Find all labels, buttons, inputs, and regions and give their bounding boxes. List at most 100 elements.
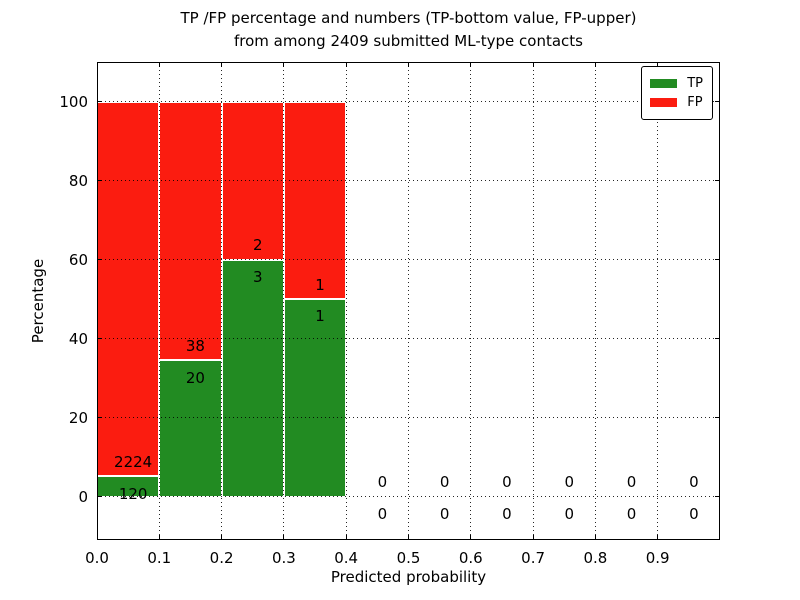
fp-count-label: 0 <box>439 473 450 492</box>
y-tick-mark <box>97 180 102 181</box>
x-tick-label: 0.6 <box>458 549 483 567</box>
x-tick-mark <box>96 62 98 67</box>
x-tick-mark <box>345 62 347 67</box>
x-tick-mark <box>594 535 596 540</box>
y-tick-mark <box>97 496 102 498</box>
h-gridline <box>97 101 720 102</box>
x-tick-label: 0.3 <box>271 549 296 567</box>
h-gridline <box>97 338 720 340</box>
fp-legend-label: FP <box>687 95 703 110</box>
tp-legend-swatch <box>650 79 678 88</box>
fp-count-label: 38 <box>185 336 205 355</box>
x-tick-label: 0.7 <box>521 549 546 567</box>
x-tick-label: 0.0 <box>85 549 109 567</box>
fp-legend-swatch <box>650 98 678 107</box>
x-tick-mark <box>283 535 285 540</box>
y-tick-mark <box>715 496 720 498</box>
legend-entry-fp: FP <box>650 94 703 111</box>
grid-layer <box>97 62 720 540</box>
x-tick-mark <box>96 535 98 540</box>
x-tick-mark <box>594 62 596 67</box>
y-tick-label: 0 <box>78 487 88 506</box>
y-tick-label: 20 <box>68 408 88 427</box>
x-tick-label: 0.9 <box>645 549 670 567</box>
h-gridline <box>97 496 720 498</box>
tp-count-label: 3 <box>252 267 263 286</box>
fp-count-label: 0 <box>689 473 699 492</box>
tp-count-label: 20 <box>185 368 205 387</box>
v-gridline <box>158 62 160 540</box>
y-tick-mark <box>715 101 720 102</box>
x-axis-title: Predicted probability <box>330 568 487 586</box>
v-gridline <box>470 62 472 540</box>
x-tick-label: 0.2 <box>209 549 234 567</box>
fp-count-label: 2224 <box>114 452 153 471</box>
tp-bar-segment <box>283 299 347 497</box>
tp-count-label: 0 <box>502 504 512 523</box>
y-tick-label: 80 <box>68 171 88 190</box>
bar-labels-layer: 2224 120 38 20 2 3 1 1 0 0 0 0 0 0 0 0 0 0 0 0 <box>97 62 720 540</box>
y-tick-mark <box>715 417 720 419</box>
y-tick-mark <box>97 417 102 419</box>
bars-layer <box>97 62 720 540</box>
fp-count-label: 2 <box>252 236 263 255</box>
fp-count-label: 0 <box>502 473 512 492</box>
fp-bar-segment <box>159 101 222 361</box>
tp-count-label: 0 <box>626 504 637 523</box>
tp-count-label: 120 <box>118 484 148 503</box>
tp-legend-label: TP <box>687 76 703 91</box>
y-tick-mark <box>715 180 720 181</box>
legend: TP FP <box>641 66 713 120</box>
x-tick-mark <box>470 62 472 67</box>
y-tick-mark <box>715 338 720 340</box>
tp-bar-segment <box>97 476 160 497</box>
x-tick-mark <box>657 535 659 540</box>
legend-entry-tp: TP <box>650 75 703 92</box>
x-tick-mark <box>408 535 409 540</box>
y-tick-label: 100 <box>59 92 88 111</box>
y-tick-mark <box>97 338 102 340</box>
x-tick-mark <box>408 62 409 67</box>
x-tick-mark <box>532 535 534 540</box>
y-tick-mark <box>97 101 102 102</box>
fp-bar-segment <box>97 101 160 477</box>
h-gridline <box>97 417 720 419</box>
x-tick-label: 0.8 <box>583 549 608 567</box>
x-tick-label: 0.1 <box>147 549 172 567</box>
axes-spines <box>97 62 720 540</box>
tp-count-label: 0 <box>564 504 575 523</box>
tp-count-label: 1 <box>315 307 325 326</box>
v-gridline <box>221 62 223 540</box>
y-tick-mark <box>97 259 102 261</box>
v-gridline <box>532 62 534 540</box>
x-tick-mark <box>158 62 160 67</box>
y-tick-mark <box>715 259 720 261</box>
y-tick-label: 40 <box>68 329 88 348</box>
x-tick-label: 0.4 <box>334 549 359 567</box>
ticks-layer <box>96 62 720 540</box>
tp-count-label: 0 <box>439 504 450 523</box>
v-gridline <box>345 62 347 540</box>
fp-count-label: 1 <box>315 275 325 294</box>
h-gridline <box>97 259 720 261</box>
tp-count-label: 0 <box>689 504 699 523</box>
x-tick-mark <box>345 535 347 540</box>
x-tick-mark <box>158 535 160 540</box>
y-tick-label: 60 <box>68 250 88 269</box>
tp-count-label: 0 <box>377 504 388 523</box>
h-gridline <box>97 180 720 181</box>
chart-title-line1: TP /FP percentage and numbers (TP-bottom… <box>180 9 637 27</box>
v-gridline <box>408 62 409 540</box>
x-tick-mark <box>470 535 472 540</box>
x-tick-label: 0.5 <box>396 549 421 567</box>
fp-bar-segment <box>221 101 284 260</box>
x-tick-mark <box>221 535 223 540</box>
tp-bar-segment <box>159 360 222 497</box>
plot-area: 2224 120 38 20 2 3 1 1 0 0 0 0 0 0 0 0 0 0 0 0 TP FP <box>96 62 720 540</box>
fp-count-label: 0 <box>377 473 388 492</box>
chart-title: TP /FP percentage and numbers (TP-bottom… <box>97 7 720 53</box>
tp-bar-segment <box>221 259 284 497</box>
v-gridline <box>283 62 285 540</box>
x-tick-mark <box>532 62 534 67</box>
